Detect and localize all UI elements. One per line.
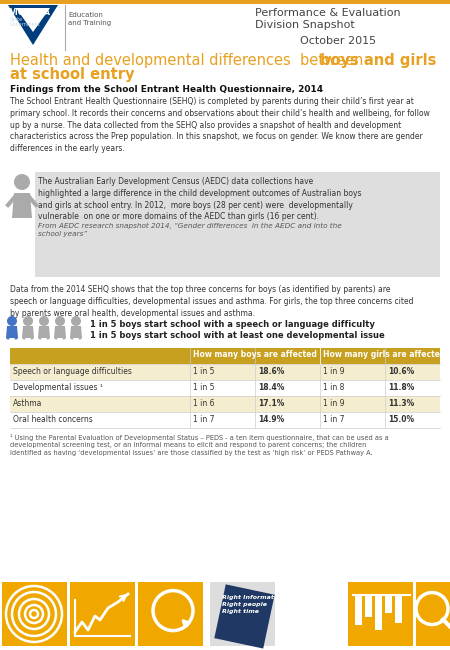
Circle shape — [23, 316, 33, 326]
Text: 1 in 5 boys start school with at least one developmental issue: 1 in 5 boys start school with at least o… — [90, 331, 385, 340]
Circle shape — [55, 316, 65, 326]
Text: How many girls are affected: How many girls are affected — [323, 350, 446, 359]
Text: VICTORIA: VICTORIA — [10, 8, 51, 17]
Polygon shape — [16, 8, 50, 32]
Text: Asthma: Asthma — [13, 399, 42, 408]
Text: State: State — [10, 17, 23, 22]
Bar — [2, 582, 67, 646]
Bar — [348, 582, 413, 646]
Bar — [210, 582, 275, 646]
Text: 15.0%: 15.0% — [388, 415, 414, 424]
Text: The School Entrant Health Questionnaire (SEHQ) is completed by parents during th: The School Entrant Health Questionnaire … — [10, 97, 430, 153]
Text: 14.9%: 14.9% — [258, 415, 284, 424]
Text: Developmental issues ¹: Developmental issues ¹ — [13, 383, 103, 392]
Bar — [10, 412, 440, 428]
Text: and Training: and Training — [68, 20, 111, 26]
Text: 1 in 7: 1 in 7 — [193, 415, 215, 424]
Bar — [214, 584, 274, 649]
Text: How many boys are affected: How many boys are affected — [193, 350, 317, 359]
Bar — [35, 172, 440, 277]
Bar — [10, 396, 440, 412]
Text: Government: Government — [10, 22, 41, 27]
Text: Right Information
Right people
Right time: Right Information Right people Right tim… — [222, 595, 285, 614]
Bar — [365, 595, 372, 617]
Polygon shape — [8, 5, 58, 45]
Text: 1 in 6: 1 in 6 — [193, 399, 215, 408]
Text: boys and girls: boys and girls — [320, 53, 436, 68]
Bar — [138, 582, 203, 646]
Bar — [355, 595, 362, 625]
Text: Data from the 2014 SEHQ shows that the top three concerns for boys (as identifie: Data from the 2014 SEHQ shows that the t… — [10, 285, 414, 318]
Bar — [375, 595, 382, 630]
Bar — [0, 0, 450, 4]
Bar — [385, 595, 392, 613]
Text: at school entry: at school entry — [10, 67, 135, 82]
Polygon shape — [38, 326, 50, 338]
Text: The Australian Early Development Census (AEDC) data collections have
highlighted: The Australian Early Development Census … — [38, 177, 361, 222]
Text: 10.6%: 10.6% — [388, 367, 414, 376]
Text: 1 in 5: 1 in 5 — [193, 383, 215, 392]
Text: Education: Education — [68, 12, 103, 18]
Text: Speech or language difficulties: Speech or language difficulties — [13, 367, 132, 376]
Text: 18.4%: 18.4% — [258, 383, 284, 392]
Bar — [10, 364, 440, 380]
Text: Performance & Evaluation: Performance & Evaluation — [255, 8, 400, 18]
Text: ¹ Using the Parental Evaluation of Developmental Status – PEDS - a ten item ques: ¹ Using the Parental Evaluation of Devel… — [10, 434, 389, 456]
Bar — [10, 348, 440, 364]
Bar — [0, 580, 450, 648]
Text: 1 in 9: 1 in 9 — [323, 399, 345, 408]
Text: From AEDC research snapshot 2014, “Gender differences  in the AEDC and into the
: From AEDC research snapshot 2014, “Gende… — [38, 223, 342, 237]
Circle shape — [39, 316, 49, 326]
Circle shape — [185, 623, 189, 627]
Text: 17.1%: 17.1% — [258, 399, 284, 408]
Text: Oral health concerns: Oral health concerns — [13, 415, 93, 424]
Bar — [10, 380, 440, 396]
Text: 1 in 7: 1 in 7 — [323, 415, 345, 424]
Text: 11.3%: 11.3% — [388, 399, 414, 408]
Polygon shape — [6, 326, 18, 338]
Circle shape — [14, 174, 30, 190]
Text: October 2015: October 2015 — [300, 36, 376, 46]
Text: Health and developmental differences  between: Health and developmental differences bet… — [10, 53, 368, 68]
Text: 1 in 8: 1 in 8 — [323, 383, 344, 392]
Text: 1 in 5: 1 in 5 — [193, 367, 215, 376]
Text: 18.6%: 18.6% — [258, 367, 284, 376]
Text: 11.8%: 11.8% — [388, 383, 414, 392]
Polygon shape — [12, 193, 32, 218]
Text: Division Snapshot: Division Snapshot — [255, 20, 355, 30]
Polygon shape — [70, 326, 82, 338]
Text: 1 in 5 boys start school with a speech or language difficulty: 1 in 5 boys start school with a speech o… — [90, 320, 375, 329]
Bar — [70, 582, 135, 646]
Bar — [395, 595, 402, 623]
Polygon shape — [22, 326, 34, 338]
Polygon shape — [54, 326, 66, 338]
Circle shape — [71, 316, 81, 326]
Text: 1 in 9: 1 in 9 — [323, 367, 345, 376]
Bar — [416, 582, 450, 646]
Text: Findings from the School Entrant Health Questionnaire, 2014: Findings from the School Entrant Health … — [10, 85, 323, 94]
Circle shape — [7, 316, 17, 326]
